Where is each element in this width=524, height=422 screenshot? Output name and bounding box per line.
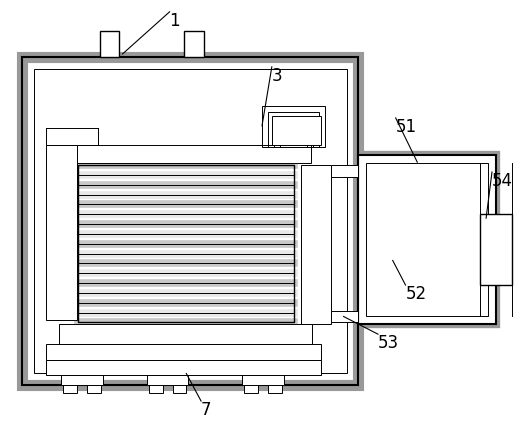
- Bar: [34, 69, 346, 373]
- Bar: [46, 146, 77, 320]
- Bar: [172, 385, 187, 393]
- Bar: [61, 376, 103, 385]
- Bar: [149, 385, 163, 393]
- Bar: [274, 118, 313, 147]
- Bar: [272, 116, 321, 146]
- Text: 1: 1: [170, 12, 180, 30]
- Text: 7: 7: [201, 401, 212, 419]
- Bar: [59, 325, 312, 344]
- Bar: [366, 163, 488, 316]
- Bar: [358, 155, 496, 325]
- Text: 53: 53: [378, 334, 399, 352]
- Bar: [46, 344, 321, 360]
- Bar: [46, 146, 311, 163]
- Bar: [280, 124, 307, 147]
- Bar: [22, 57, 358, 385]
- Bar: [301, 165, 331, 325]
- Bar: [242, 376, 283, 385]
- Bar: [244, 385, 258, 393]
- Bar: [46, 360, 321, 376]
- Bar: [358, 155, 496, 325]
- Bar: [480, 214, 511, 285]
- Text: 3: 3: [272, 67, 282, 85]
- Text: 51: 51: [396, 118, 417, 136]
- Text: 54: 54: [492, 172, 513, 190]
- Bar: [331, 311, 358, 322]
- Bar: [268, 112, 319, 147]
- Bar: [100, 32, 119, 57]
- Bar: [262, 106, 325, 147]
- Bar: [78, 165, 294, 322]
- Bar: [147, 376, 188, 385]
- Bar: [184, 32, 204, 57]
- Bar: [63, 385, 77, 393]
- Bar: [268, 385, 282, 393]
- Bar: [22, 57, 358, 385]
- Bar: [331, 165, 358, 177]
- Text: 52: 52: [406, 285, 427, 303]
- Bar: [87, 385, 101, 393]
